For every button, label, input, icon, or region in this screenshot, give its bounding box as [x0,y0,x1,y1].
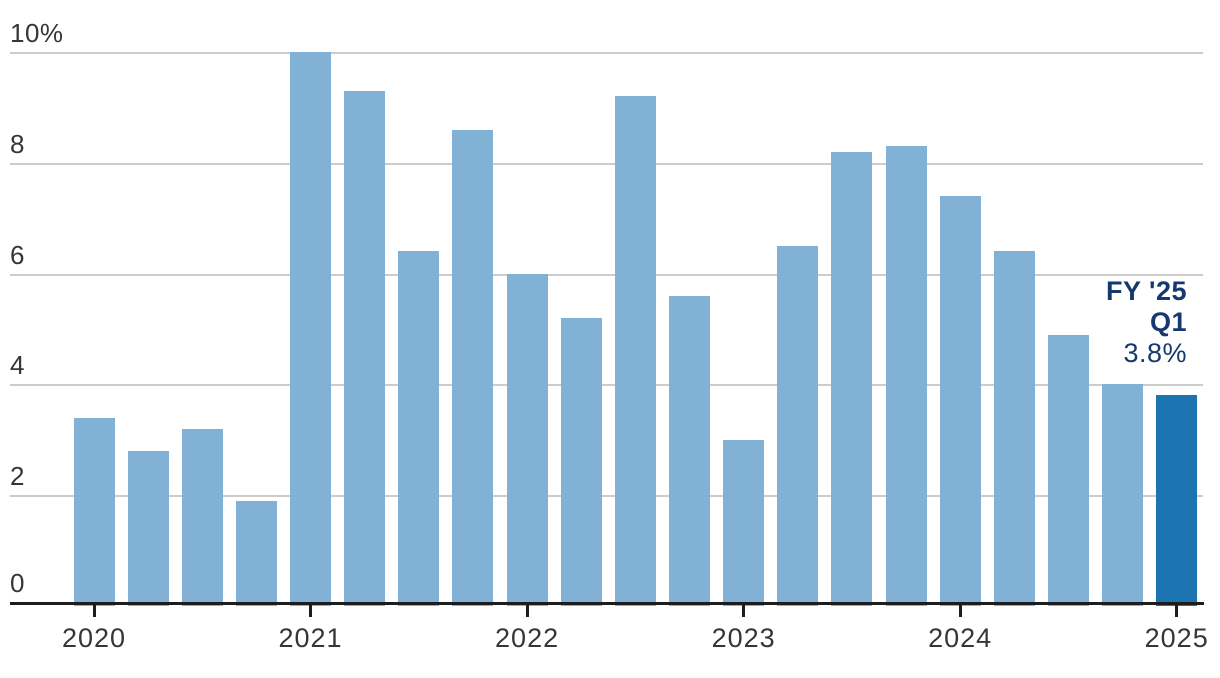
x-axis-tick-2021 [309,605,313,617]
y-axis-label-8: 8 [10,128,25,159]
gridline-8 [10,162,1203,165]
bar-fy-21-q4 [452,129,494,606]
x-axis-tick-2022 [525,605,529,617]
y-axis-label-0: 0 [10,568,25,598]
x-axis-tick-2024 [958,605,962,617]
bar-fy-20-q2 [127,450,169,606]
bar-fy-22-q4 [668,295,710,606]
y-axis-label-4: 4 [10,350,25,381]
x-axis-label-2024: 2024 [928,623,993,653]
x-axis-tick-2025 [1175,605,1179,617]
y-axis-label-6: 6 [10,239,25,270]
bar-fy-22-q2 [560,317,602,606]
x-axis-tick-2023 [742,605,746,617]
x-axis-label-2023: 2023 [711,623,776,653]
bar-fy-23-q2 [777,245,819,606]
bar-fy-23-q4 [885,146,927,606]
gridline-4 [10,384,1203,387]
bar-fy-23-q1 [723,439,765,606]
bar-fy-24-q1 [939,196,981,606]
x-axis-label-2021: 2021 [278,623,343,653]
bar-fy-22-q3 [614,96,656,606]
gridline-10 [10,52,1203,54]
x-axis-label-2025: 2025 [1144,623,1209,653]
y-axis-label-2: 2 [10,461,25,492]
x-axis-line [10,602,1204,605]
bar-fy-20-q4 [235,500,277,606]
highlight-annotation: FY '25 Q1 3.8% [1106,276,1187,369]
x-axis-label-2022: 2022 [495,623,560,653]
annotation-fiscal-year: FY '25 [1106,276,1187,306]
bar-fy-23-q3 [831,151,873,606]
x-axis-tick-2020 [92,605,96,617]
x-axis-label-2020: 2020 [61,623,127,653]
y-axis-label-10: 10% [10,18,64,48]
bar-fy-21-q2 [344,90,386,606]
bar-fy-22-q1 [506,273,548,606]
bar-fy-21-q1 [290,52,332,606]
bar-fy-20-q1 [73,417,115,606]
bar-fy-24-q3 [1047,334,1089,606]
bar-fy-25-q1 [1156,395,1198,606]
bar-fy-21-q3 [398,251,440,606]
gridline-6 [10,273,1203,276]
bar-fy-20-q3 [181,428,223,606]
annotation-quarter: Q1 [1149,307,1187,337]
bar-fy-24-q4 [1102,384,1144,606]
annotation-value: 3.8% [1123,338,1187,368]
gridline-2 [10,495,1203,498]
bar-fy-24-q2 [993,251,1035,606]
